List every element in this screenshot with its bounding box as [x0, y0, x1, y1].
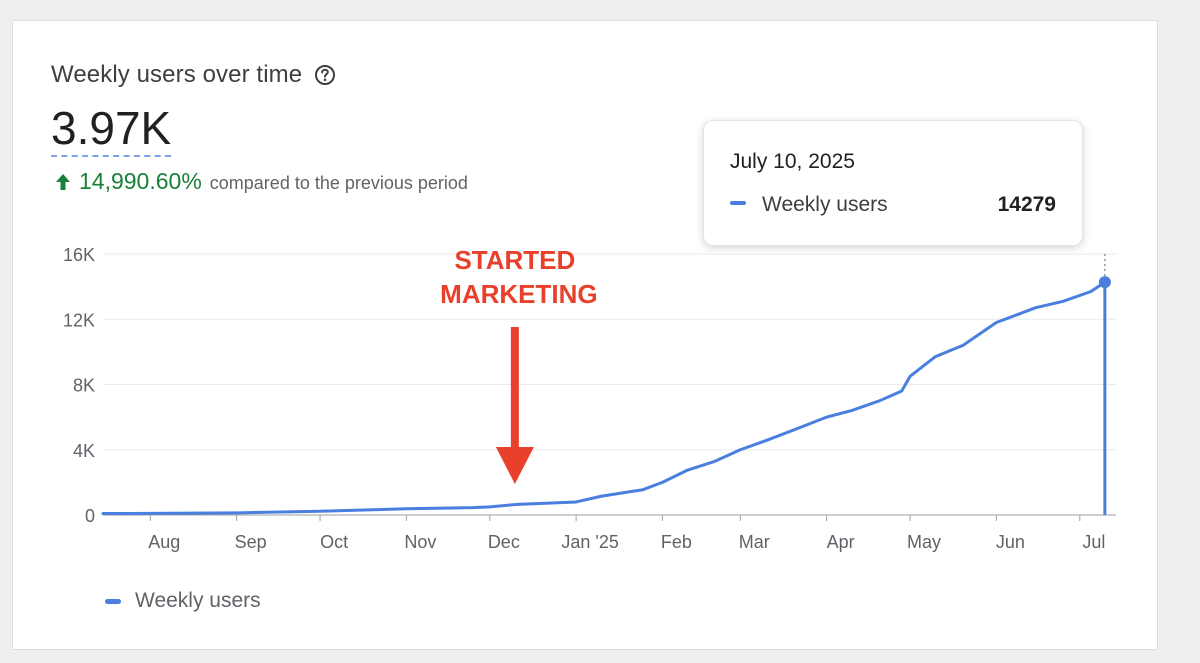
annotation-line1: STARTED [454, 245, 575, 275]
y-tick-label: 16K [63, 245, 95, 265]
x-tick-label: Apr [827, 532, 855, 552]
y-tick-label: 8K [73, 376, 95, 396]
x-tick-label: May [907, 532, 941, 552]
card-header: Weekly users over time [51, 61, 336, 89]
chart-legend[interactable]: Weekly users [105, 589, 261, 613]
y-tick-label: 0 [85, 506, 95, 526]
x-tick-label: Mar [739, 532, 770, 552]
x-tick-label: Nov [404, 532, 436, 552]
x-tick-label: Jun [996, 532, 1025, 552]
tooltip-series-swatch [730, 201, 746, 205]
weekly-users-metric[interactable]: 3.97K [51, 105, 172, 157]
annotation-line2: MARKETING [440, 279, 597, 309]
chart-tooltip: July 10, 2025 Weekly users 14279 [703, 120, 1083, 246]
x-tick-label: Oct [320, 532, 348, 552]
legend-label: Weekly users [135, 589, 261, 612]
tooltip-value: 14279 [997, 193, 1056, 216]
x-tick-label: Jul [1082, 532, 1105, 552]
change-percent: 14,990.60% [79, 168, 202, 194]
x-tick-label: Feb [661, 532, 692, 552]
tooltip-date: July 10, 2025 [730, 150, 855, 173]
card-title: Weekly users over time [51, 61, 303, 88]
arrow-up-icon [55, 173, 71, 191]
series-line-weekly-users [101, 280, 1107, 516]
annotation-arrow-head [495, 447, 534, 484]
x-tick-label: Jan '25 [561, 532, 618, 552]
change-note: compared to the previous period [209, 173, 468, 193]
y-tick-label: 12K [63, 310, 95, 330]
x-tick-label: Dec [488, 532, 520, 552]
annotation-arrow-shaft [510, 327, 519, 449]
help-circle-icon[interactable] [314, 64, 336, 86]
x-tick-label: Aug [148, 532, 180, 552]
hover-point [1098, 276, 1111, 289]
change-indicator: 14,990.60% compared to the previous peri… [55, 168, 468, 195]
x-tick-label: Sep [235, 532, 267, 552]
legend-swatch [105, 598, 121, 604]
tooltip-series-label: Weekly users [762, 193, 888, 216]
y-tick-label: 4K [73, 441, 95, 461]
